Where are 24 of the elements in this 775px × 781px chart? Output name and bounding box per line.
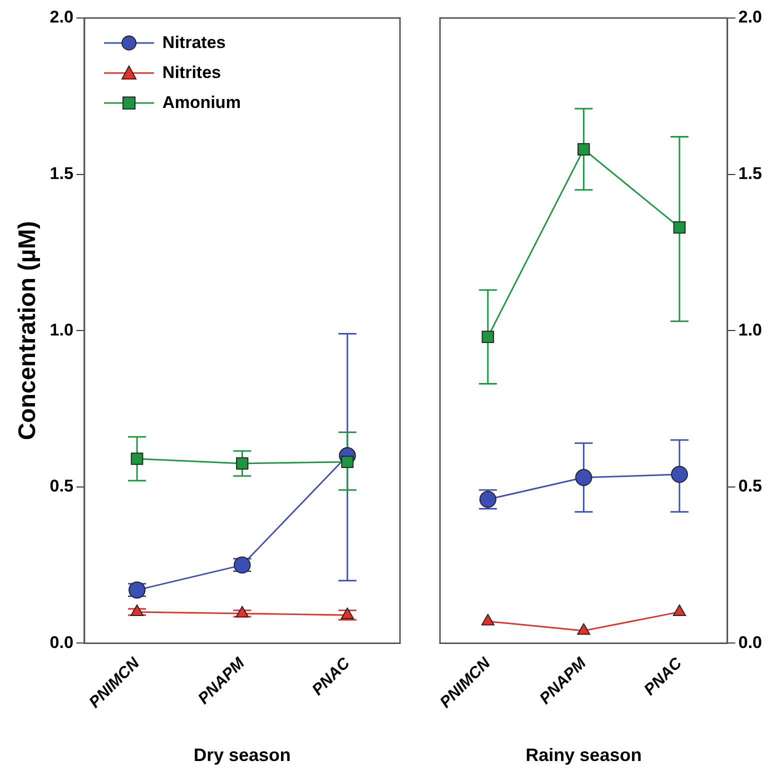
- x-axis-title: Rainy season: [526, 745, 642, 766]
- point: [670, 466, 688, 483]
- y2-tick-label: 0.5: [738, 476, 762, 496]
- y2-tick-label: 2.0: [738, 8, 762, 27]
- legend-label: Amonium: [162, 93, 241, 113]
- y-tick-label: 2.0: [50, 8, 74, 27]
- y-tick-label: 1.0: [50, 320, 74, 340]
- legend-label: Nitrates: [162, 33, 226, 53]
- point: [482, 330, 494, 344]
- y-tick-label: 1.5: [50, 164, 74, 183]
- y2-tick-label: 1.5: [738, 164, 762, 183]
- point: [673, 221, 686, 234]
- y-tick-label: 0.0: [50, 632, 74, 652]
- legend-label: Nitrites: [162, 63, 221, 83]
- point: [672, 604, 686, 616]
- point: [578, 143, 590, 156]
- point: [577, 623, 590, 635]
- y2-tick-label: 0.0: [738, 632, 762, 652]
- y2-tick-label: 1.0: [738, 320, 762, 340]
- y-axis-title: Concentration (µM): [14, 221, 42, 440]
- y-tick-label: 0.5: [50, 476, 74, 496]
- point: [575, 469, 592, 486]
- x-axis-title: Dry season: [194, 745, 291, 766]
- point: [481, 614, 494, 626]
